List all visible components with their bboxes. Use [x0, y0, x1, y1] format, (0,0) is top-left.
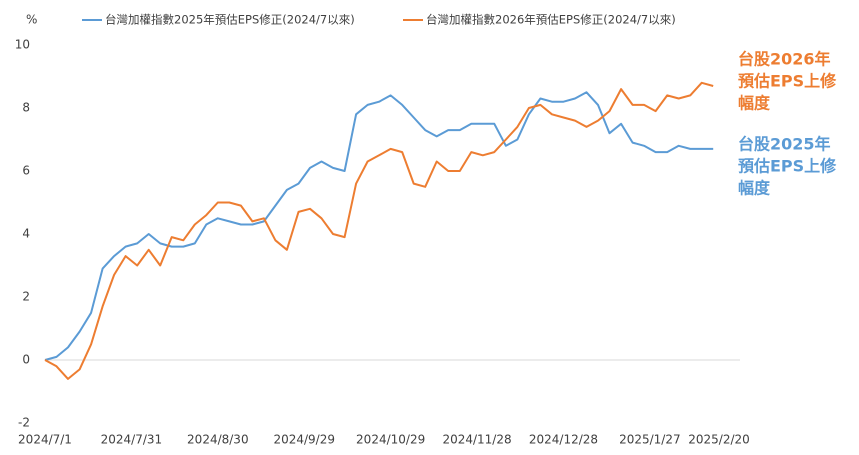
series-line [44, 81, 714, 380]
annotation: 幅度 [738, 179, 771, 198]
y-tick-label: -2 [18, 416, 30, 430]
legend-text: 台灣加權指數2026年預估EPS修正(2024/7以來) [426, 13, 676, 27]
legend-text: 台灣加權指數2025年預估EPS修正(2024/7以來) [105, 13, 355, 27]
x-tick-label: 2024/10/29 [356, 433, 425, 447]
series-line [44, 91, 714, 361]
x-tick-label: 2024/11/28 [442, 433, 511, 447]
y-unit: % [26, 13, 37, 27]
annotation: 預估EPS上修 [738, 157, 837, 176]
y-tick-label: 6 [22, 164, 30, 178]
annotation: 幅度 [738, 94, 771, 113]
x-tick-label: 2025/1/27 [619, 433, 681, 447]
x-tick-label: 2024/7/1 [18, 433, 72, 447]
y-tick-label: 10 [15, 38, 30, 52]
y-tick-label: 4 [22, 227, 30, 241]
x-tick-label: 2024/7/31 [101, 433, 163, 447]
annotation: 預估EPS上修 [738, 72, 837, 91]
y-tick-label: 2 [22, 290, 30, 304]
annotation: 台股2026年 [738, 50, 831, 69]
x-tick-label: 2025/2/20 [688, 433, 750, 447]
y-tick-label: 8 [22, 101, 30, 115]
x-tick-label: 2024/8/30 [187, 433, 249, 447]
x-tick-label: 2024/9/29 [273, 433, 335, 447]
x-tick-label: 2024/12/28 [529, 433, 598, 447]
annotation: 台股2025年 [738, 135, 831, 154]
y-tick-label: 0 [22, 353, 30, 367]
